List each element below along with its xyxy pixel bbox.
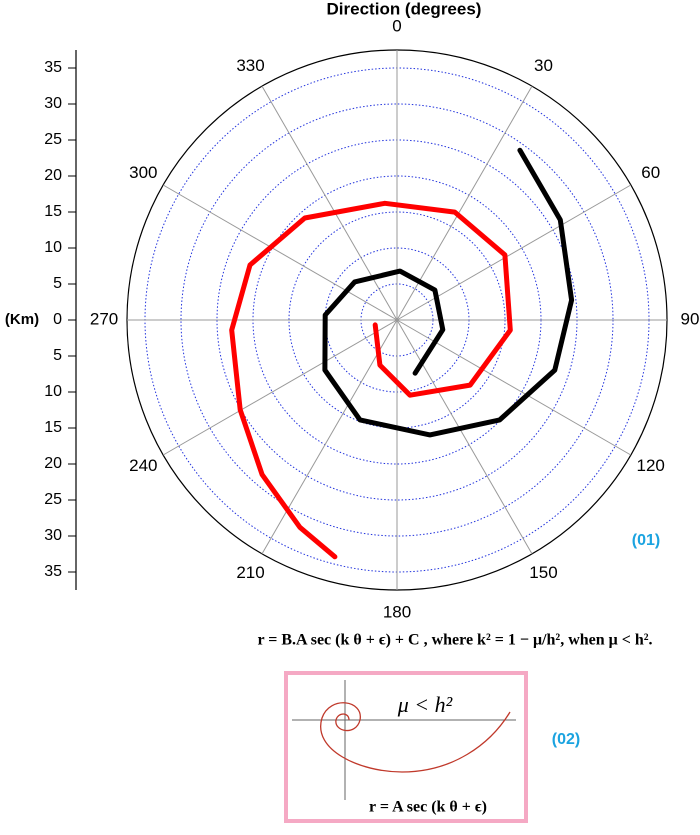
- theta-tick-label: 210: [236, 563, 264, 582]
- chart-title: Direction (degrees): [327, 0, 482, 18]
- y-tick-label: 10: [44, 383, 62, 400]
- y-tick-label: 25: [44, 131, 62, 148]
- theta-tick-label: 30: [534, 56, 553, 75]
- theta-tick-label: 330: [236, 56, 264, 75]
- theta-tick-label: 240: [129, 456, 157, 475]
- theta-tick-label: 150: [529, 563, 557, 582]
- y-tick-label: 10: [44, 239, 62, 256]
- theta-tick-label: 180: [383, 602, 411, 621]
- y-tick-label: 30: [44, 527, 62, 544]
- y-tick-label: 20: [44, 455, 62, 472]
- equation: r = B.A sec (k θ + ϵ) + C , where k² = 1…: [257, 632, 652, 649]
- spiral-line: [322, 147, 575, 438]
- grid-spoke: [162, 319, 398, 456]
- y-tick-label: 15: [44, 203, 62, 220]
- grid-spoke: [396, 319, 533, 555]
- inset-frame: [284, 671, 528, 823]
- theta-tick-label: 0: [392, 17, 401, 36]
- y-tick-label: 5: [53, 275, 62, 292]
- theta-tick-label: 270: [90, 309, 118, 328]
- y-tick-label: 5: [53, 347, 62, 364]
- inset-label: μ < h²: [397, 692, 453, 717]
- grid-spoke: [162, 184, 398, 321]
- y-tick-label: 30: [44, 95, 62, 112]
- inset-equation: r = A sec (k θ + ϵ): [369, 799, 487, 816]
- grid-spoke: [261, 85, 398, 321]
- grid-spoke: [396, 184, 632, 321]
- y-axis-label: (Km): [5, 311, 39, 328]
- y-tick-label: 35: [44, 59, 62, 76]
- inset-spiral: [320, 702, 511, 773]
- grid-spoke: [396, 85, 533, 321]
- spiral-line: [229, 200, 513, 560]
- y-tick-label: 20: [44, 167, 62, 184]
- y-tick-label: 25: [44, 491, 62, 508]
- inset-tag: (02): [552, 731, 580, 748]
- grid-spoke: [261, 319, 398, 555]
- y-tick-label: 35: [44, 563, 62, 580]
- theta-tick-label: 120: [637, 456, 665, 475]
- theta-tick-label: 300: [129, 163, 157, 182]
- y-tick-label: 15: [44, 419, 62, 436]
- theta-tick-label: 60: [641, 163, 660, 182]
- annotation: (01): [632, 532, 660, 549]
- y-tick-label: 0: [53, 311, 62, 328]
- theta-tick-label: 90: [680, 309, 699, 328]
